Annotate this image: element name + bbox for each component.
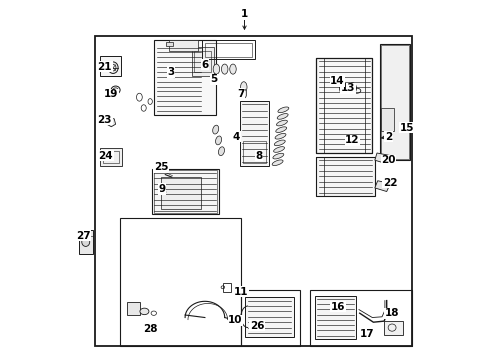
Ellipse shape [272,160,283,166]
Bar [166,42,173,46]
Ellipse shape [213,64,219,74]
Text: 9: 9 [158,184,165,194]
Ellipse shape [274,134,285,139]
Bar [223,283,230,292]
Text: 8: 8 [255,150,262,161]
Ellipse shape [272,153,283,159]
Text: 12: 12 [345,135,359,145]
Text: 19: 19 [104,89,118,99]
Text: 10: 10 [228,315,242,325]
Text: 14: 14 [329,76,344,86]
Ellipse shape [276,120,287,126]
Bar [103,151,119,163]
Ellipse shape [274,140,285,146]
Polygon shape [374,153,389,164]
Bar [153,40,215,115]
Polygon shape [374,181,389,192]
Text: 27: 27 [76,231,90,241]
Bar [161,177,201,209]
Bar [365,58,371,153]
Text: 2: 2 [384,132,391,142]
Ellipse shape [229,64,236,74]
Bar [316,157,374,196]
Ellipse shape [218,147,224,156]
Text: 11: 11 [233,287,247,297]
Ellipse shape [277,107,288,113]
Ellipse shape [140,308,149,315]
Ellipse shape [212,125,218,134]
Polygon shape [104,118,115,127]
Bar [314,296,355,339]
Ellipse shape [221,64,227,74]
Text: 17: 17 [359,329,373,339]
Bar [244,297,294,337]
Bar [192,47,213,76]
Bar [168,40,197,51]
Ellipse shape [241,89,246,98]
Text: 24: 24 [99,150,113,161]
Bar [101,148,122,166]
Bar [151,169,219,214]
Ellipse shape [240,82,246,93]
Text: 1: 1 [241,9,247,19]
Text: 15: 15 [399,123,414,133]
Bar [240,101,268,166]
Ellipse shape [277,114,287,119]
Bar [316,58,371,153]
Bar [100,56,121,76]
Ellipse shape [108,62,118,73]
Bar [316,157,323,196]
Bar [127,302,140,315]
Text: 6: 6 [201,60,208,70]
Bar [380,108,393,131]
Text: 18: 18 [384,308,399,318]
Text: 26: 26 [249,321,264,331]
Bar [204,43,252,57]
Ellipse shape [81,238,89,246]
Text: 21: 21 [98,62,112,72]
Text: 23: 23 [98,114,112,125]
Bar [379,44,409,160]
Bar [241,290,300,346]
Ellipse shape [348,83,356,94]
Text: 20: 20 [381,155,395,165]
Ellipse shape [275,127,286,132]
Ellipse shape [111,86,120,94]
Bar [120,218,241,346]
Bar [242,141,265,163]
Ellipse shape [273,147,284,152]
Ellipse shape [339,83,345,94]
Text: 13: 13 [340,83,355,93]
Text: 7: 7 [237,89,244,99]
Bar [380,45,408,159]
Text: 16: 16 [330,302,345,312]
Bar [95,36,411,346]
Ellipse shape [215,136,221,145]
Bar [309,290,411,346]
Text: 4: 4 [232,132,240,142]
Bar [194,51,211,72]
Bar [316,58,323,153]
Bar [153,170,217,213]
Text: 3: 3 [167,67,174,77]
Text: 25: 25 [153,162,168,172]
Text: 5: 5 [210,74,217,84]
Text: 22: 22 [382,178,396,188]
Bar [79,230,92,254]
Bar [202,40,255,59]
Text: 28: 28 [142,324,157,334]
Bar [384,321,402,335]
